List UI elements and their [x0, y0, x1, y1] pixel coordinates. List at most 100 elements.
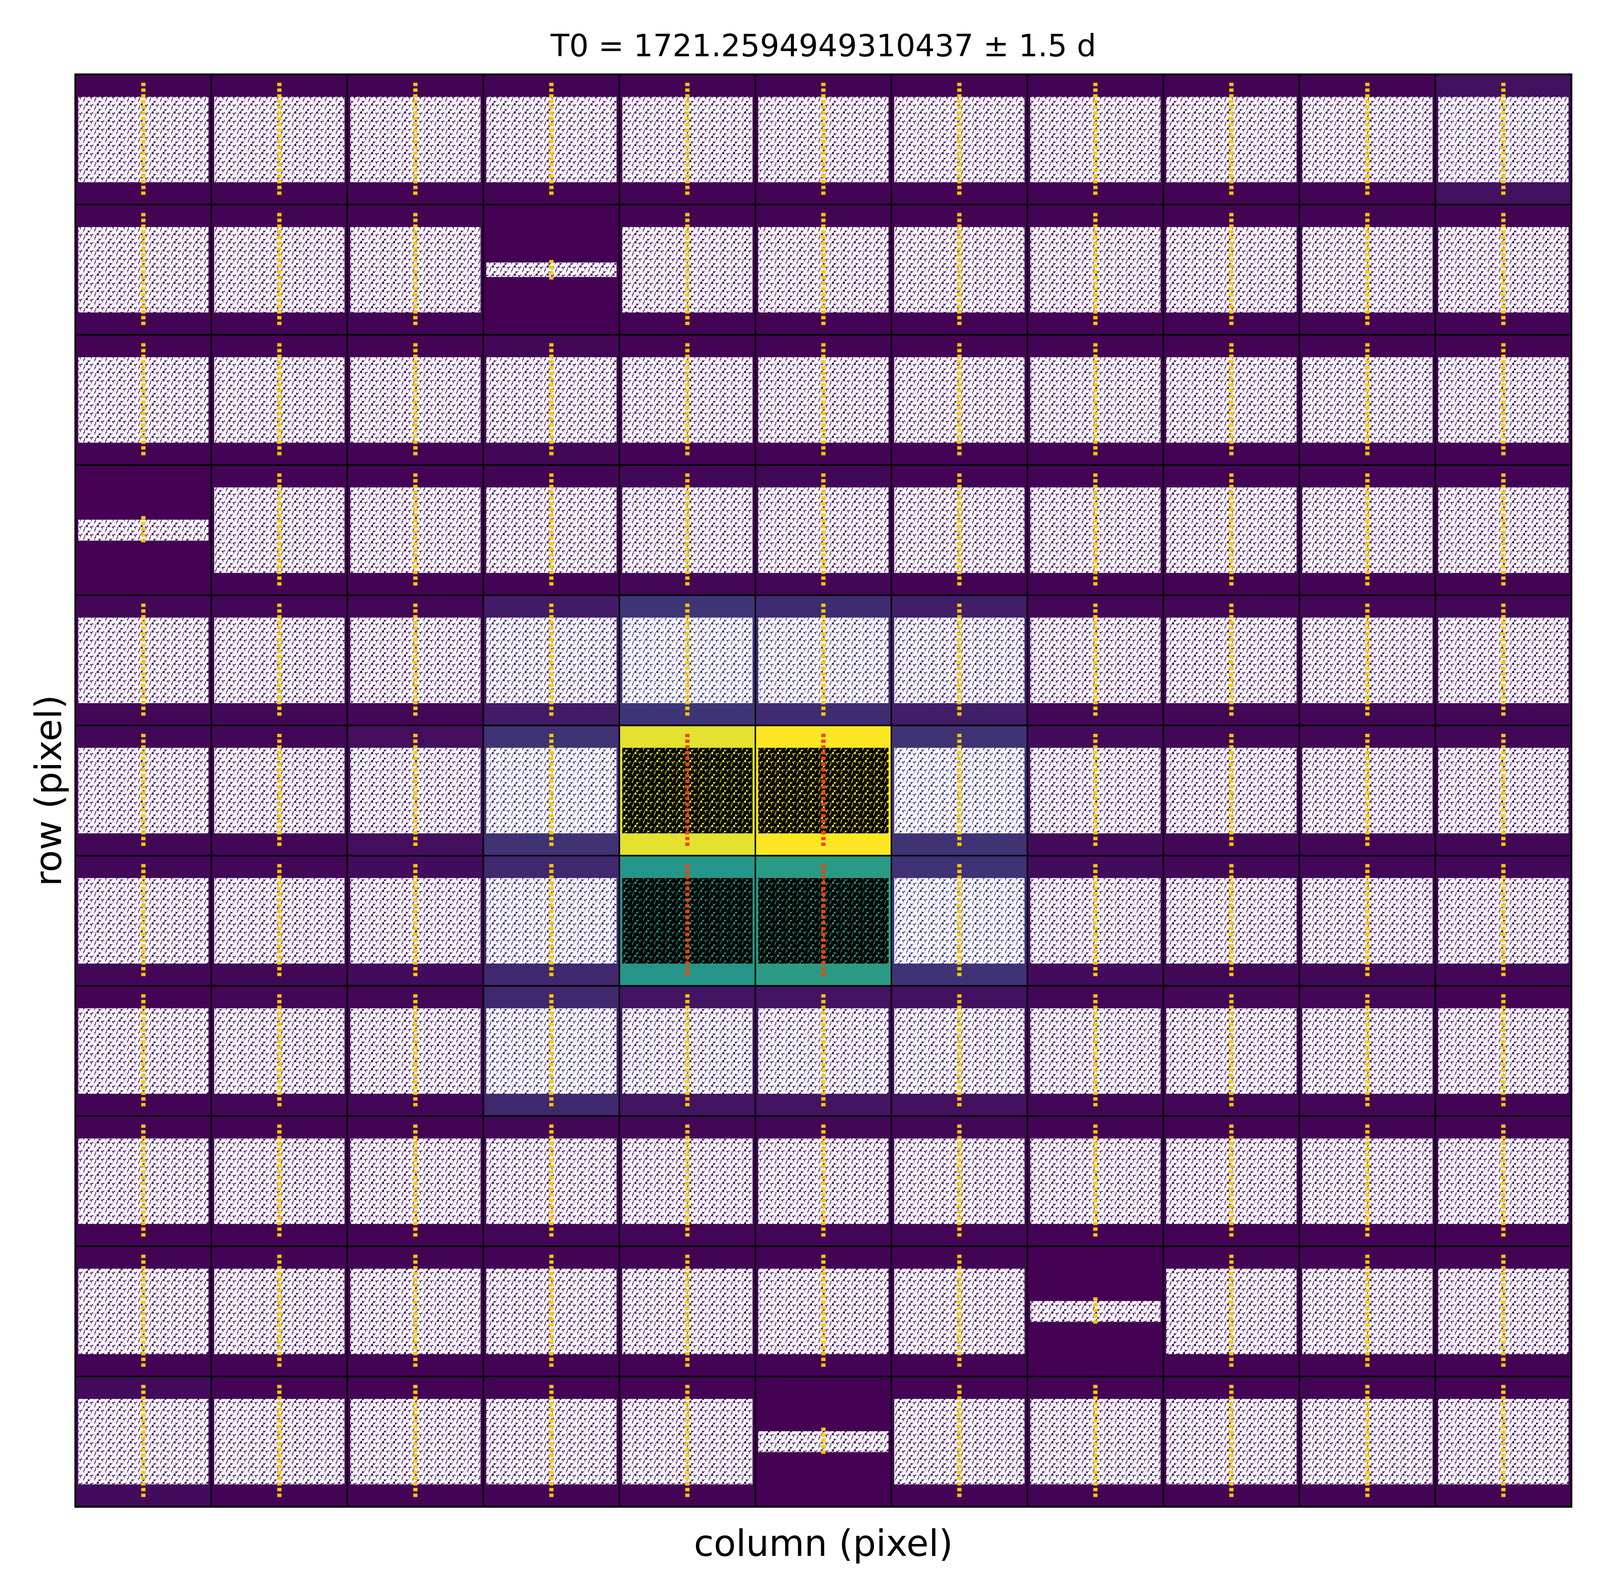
pixel-lightcurve	[894, 603, 1025, 718]
transit-points	[685, 83, 690, 197]
pixel-cell	[75, 595, 212, 726]
pixel-lightcurve	[214, 603, 345, 718]
pixel-lightcurve	[350, 213, 481, 327]
transit-points	[1501, 603, 1506, 718]
pixel-cell	[211, 334, 348, 466]
pixel-cell	[755, 986, 892, 1117]
transit-points	[141, 343, 146, 458]
transit-points	[277, 343, 282, 458]
pixel-lightcurve	[622, 343, 753, 458]
transit-points	[277, 603, 282, 718]
transit-points	[1365, 83, 1370, 197]
pixel-cell	[347, 986, 484, 1117]
transit-points	[957, 83, 962, 197]
transit-points	[413, 734, 418, 848]
pixel-cell	[483, 725, 620, 856]
pixel-lightcurve	[214, 994, 345, 1109]
y-axis-label: row (pixel)	[27, 695, 70, 887]
pixel-cell	[211, 74, 348, 205]
pixel-cell	[211, 204, 348, 335]
transit-points	[957, 603, 962, 718]
title: T0 = 1721.2594949310437 ± 1.5 d	[550, 28, 1097, 64]
pixel-lightcurve	[1438, 864, 1569, 978]
transit-points	[1229, 473, 1234, 588]
pixel-cell	[891, 204, 1028, 335]
pixel-lightcurve	[894, 1124, 1025, 1239]
pixel-lightcurve	[894, 83, 1025, 197]
pixel-grid	[75, 74, 1572, 1507]
pixel-lightcurve	[214, 1385, 345, 1499]
pixel-cell	[1027, 986, 1164, 1117]
pixel-cell	[755, 74, 892, 205]
pixel-cell	[619, 465, 756, 596]
transit-points	[957, 1255, 962, 1369]
pixel-cell	[891, 725, 1028, 856]
pixel-cell	[347, 1246, 484, 1377]
pixel-cell	[619, 986, 756, 1117]
transit-points	[413, 213, 418, 327]
pixel-cell	[75, 204, 212, 335]
transit-points	[1093, 343, 1098, 458]
transit-points	[413, 1124, 418, 1239]
pixel-cell	[1435, 986, 1572, 1117]
pixel-cell	[1299, 725, 1436, 856]
transit-points	[957, 734, 962, 848]
pixel-cell	[1299, 986, 1436, 1117]
pixel-cell	[75, 1376, 212, 1507]
transit-points	[549, 83, 554, 197]
pixel-cell	[619, 1116, 756, 1247]
pixel-cell	[347, 595, 484, 726]
transit-points	[277, 473, 282, 588]
pixel-cell	[755, 1116, 892, 1247]
pixel-lightcurve	[486, 83, 617, 197]
transit-points	[277, 213, 282, 327]
pixel-lightcurve	[758, 1255, 889, 1369]
transit-points	[141, 213, 146, 327]
transit-points	[821, 1255, 826, 1369]
transit-points	[413, 1255, 418, 1369]
transit-points	[141, 603, 146, 718]
transit-points	[957, 994, 962, 1109]
pixel-lightcurve	[350, 1385, 481, 1499]
pixel-lightcurve	[486, 343, 617, 458]
transit-points	[1365, 473, 1370, 588]
pixel-lightcurve	[78, 343, 209, 458]
pixel-lightcurve	[758, 213, 889, 327]
transit-points	[1365, 343, 1370, 458]
pixel-lightcurve	[758, 83, 889, 197]
pixel-lightcurve	[1438, 343, 1569, 458]
pixel-cell	[1027, 1246, 1164, 1377]
pixel-cell	[891, 595, 1028, 726]
pixel-cell	[483, 1246, 620, 1377]
pixel-lightcurve	[486, 734, 617, 848]
pixel-lightcurve	[78, 83, 209, 197]
pixel-lightcurve	[214, 734, 345, 848]
pixel-lightcurve	[894, 1385, 1025, 1499]
pixel-cell	[1163, 595, 1300, 726]
transit-points	[685, 734, 690, 848]
transit-points	[1093, 213, 1098, 327]
pixel-cell	[619, 1246, 756, 1377]
pixel-cell	[483, 855, 620, 987]
pixel-cell	[755, 465, 892, 596]
pixel-lightcurve	[1030, 603, 1161, 718]
pixel-lightcurve	[78, 1255, 209, 1369]
pixel-cell	[1435, 725, 1572, 856]
transit-points	[1501, 1385, 1506, 1499]
pixel-lightcurve	[1438, 213, 1569, 327]
pixel-lightcurve	[1030, 734, 1161, 848]
transit-points	[821, 994, 826, 1109]
transit-points	[277, 83, 282, 197]
pixel-cell	[1027, 204, 1164, 335]
pixel-cell	[347, 1116, 484, 1247]
transit-points	[1365, 603, 1370, 718]
pixel-cell	[347, 725, 484, 856]
pixel-cell	[755, 1376, 892, 1507]
pixel-lightcurve	[1302, 1255, 1433, 1369]
pixel-lightcurve	[622, 473, 753, 588]
pixel-cell	[211, 1116, 348, 1247]
pixel-lightcurve	[622, 864, 753, 978]
transit-points	[685, 603, 690, 718]
pixel-cell	[75, 334, 212, 466]
transit-points	[141, 1385, 146, 1499]
